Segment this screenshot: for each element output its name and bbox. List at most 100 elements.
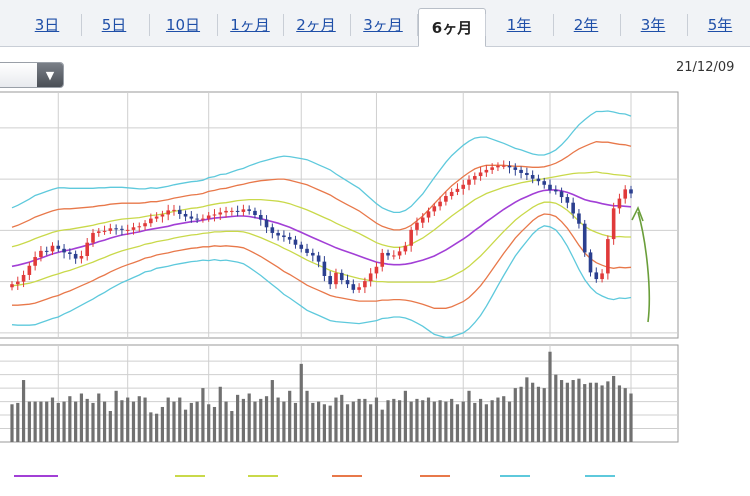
candle-body bbox=[235, 210, 240, 212]
tab-separator bbox=[686, 14, 688, 36]
volume-bar bbox=[583, 384, 587, 442]
tab-7[interactable]: 6ヶ月 bbox=[418, 8, 486, 47]
volume-bar bbox=[328, 405, 332, 442]
candle-body bbox=[571, 202, 575, 214]
candle-body bbox=[316, 255, 321, 262]
tab-1[interactable]: 3日 bbox=[34, 15, 60, 34]
candle-body bbox=[501, 165, 506, 167]
candle-body bbox=[62, 248, 66, 253]
tab-5[interactable]: 2ヶ月 bbox=[296, 15, 336, 34]
volume-bar bbox=[195, 401, 199, 442]
volume-bar bbox=[345, 404, 350, 442]
band-plus3-sigma bbox=[11, 110, 632, 214]
volume-bar bbox=[282, 401, 286, 442]
volume-bar bbox=[629, 393, 633, 442]
volume-bar bbox=[183, 409, 188, 442]
volume-bar bbox=[305, 390, 309, 442]
volume-bar bbox=[357, 398, 361, 442]
candle-body bbox=[594, 272, 599, 280]
volume-bar bbox=[201, 388, 205, 442]
volume-bar bbox=[264, 396, 269, 442]
volume-bar bbox=[438, 400, 442, 442]
volume-bar bbox=[247, 393, 251, 442]
candle-body bbox=[449, 191, 454, 197]
candle-body bbox=[218, 212, 223, 215]
volume-bar bbox=[478, 398, 483, 442]
candle-body bbox=[409, 229, 413, 246]
tab-11[interactable]: 5年 bbox=[707, 15, 733, 34]
candle-body bbox=[114, 228, 118, 230]
candle-body bbox=[334, 272, 338, 285]
candle-body bbox=[328, 275, 332, 285]
candle-body bbox=[432, 206, 437, 212]
candle-body bbox=[305, 248, 309, 253]
volume-bar bbox=[299, 363, 303, 442]
volume-bar bbox=[149, 412, 153, 442]
tab-9[interactable]: 2年 bbox=[573, 15, 599, 34]
volume-bar bbox=[502, 396, 506, 442]
tab-6[interactable]: 3ヶ月 bbox=[363, 15, 403, 34]
volume-bar bbox=[617, 385, 622, 442]
candle-body bbox=[600, 273, 604, 280]
volume-bar bbox=[363, 398, 367, 442]
candle-body bbox=[68, 252, 72, 254]
band-minus2-sigma bbox=[12, 213, 632, 309]
volume-bar bbox=[16, 402, 20, 442]
candle-body bbox=[287, 237, 292, 240]
candle-body bbox=[380, 252, 385, 267]
candle-body bbox=[368, 273, 373, 282]
candle-body bbox=[606, 239, 610, 274]
candle-body bbox=[536, 178, 541, 182]
candle-body bbox=[496, 165, 500, 168]
volume-bar bbox=[588, 382, 593, 442]
candle-body bbox=[357, 287, 361, 290]
tab-10[interactable]: 3年 bbox=[640, 15, 666, 34]
candle-body bbox=[27, 265, 32, 275]
volume-bar bbox=[68, 396, 72, 442]
volume-bar bbox=[85, 398, 89, 442]
tab-separator bbox=[485, 14, 486, 36]
candle-body bbox=[386, 252, 390, 256]
candle-body bbox=[177, 209, 182, 214]
band-plus2-sigma bbox=[11, 141, 632, 231]
candle-body bbox=[392, 255, 396, 257]
candle-body bbox=[206, 215, 211, 219]
band-minus3-sigma bbox=[11, 225, 632, 339]
volume-bar bbox=[600, 385, 604, 442]
candle-body bbox=[125, 229, 130, 231]
tab-2[interactable]: 5日 bbox=[101, 15, 127, 34]
volume-bar bbox=[450, 398, 454, 442]
annotation-arrowhead bbox=[631, 206, 644, 222]
tab-3[interactable]: 10日 bbox=[165, 15, 201, 34]
candle-body bbox=[426, 211, 431, 218]
band-plus1-sigma bbox=[11, 171, 632, 248]
tab-8[interactable]: 1年 bbox=[506, 15, 532, 34]
volume-bar bbox=[218, 386, 222, 442]
volume-bar bbox=[565, 382, 569, 442]
volume-bar bbox=[374, 397, 379, 442]
volume-bar bbox=[444, 401, 448, 442]
volume-bar bbox=[236, 394, 240, 442]
candle-body bbox=[44, 250, 49, 252]
volume-bar bbox=[21, 380, 26, 442]
volume-bar bbox=[421, 400, 425, 442]
candle-body bbox=[548, 184, 552, 190]
volume-bar bbox=[276, 397, 280, 442]
chevron-down-icon[interactable]: ▼ bbox=[37, 63, 63, 87]
chart-type-dropdown[interactable]: ▼ bbox=[0, 62, 64, 88]
candle-body bbox=[10, 284, 14, 288]
volume-bar bbox=[623, 388, 627, 442]
volume-bar bbox=[594, 382, 598, 442]
volume-bar bbox=[397, 400, 402, 442]
candle-body bbox=[577, 213, 581, 224]
annotation-arrow bbox=[637, 211, 651, 323]
candle-body bbox=[154, 216, 159, 219]
volume-bar bbox=[467, 390, 471, 442]
candle-body bbox=[582, 223, 587, 253]
volume-bar bbox=[45, 401, 49, 442]
candle-body bbox=[270, 227, 275, 233]
volume-bar bbox=[571, 380, 575, 442]
candle-body bbox=[108, 228, 113, 231]
candle-body bbox=[530, 175, 535, 179]
tab-4[interactable]: 1ヶ月 bbox=[230, 15, 270, 34]
